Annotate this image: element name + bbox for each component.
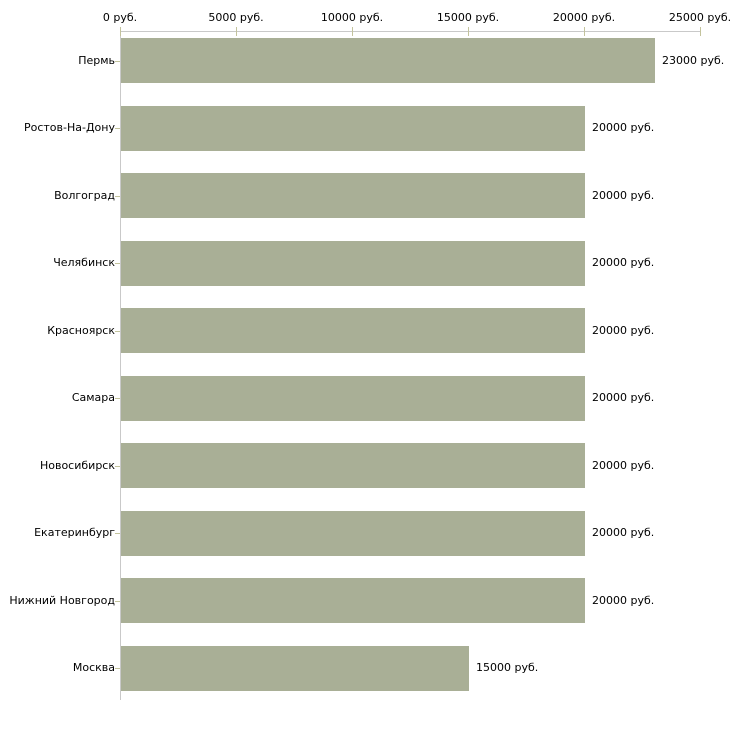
- x-axis-tick-label: 10000 руб.: [320, 11, 384, 24]
- value-label: 20000 руб.: [592, 256, 655, 269]
- category-tick: [115, 128, 120, 129]
- x-axis-tick-label: 20000 руб.: [552, 11, 616, 24]
- y-axis-line: [120, 31, 121, 700]
- x-axis-tick: [120, 27, 121, 36]
- bar: [121, 510, 585, 556]
- bar: [121, 105, 585, 151]
- value-label: 20000 руб.: [592, 458, 655, 472]
- bar: [121, 578, 585, 623]
- bar: [121, 308, 585, 353]
- value-label: 20000 руб.: [592, 121, 655, 134]
- x-axis-tick-label: 25000 руб.: [668, 11, 730, 24]
- category-tick: [115, 533, 120, 534]
- x-axis-tick: [352, 27, 353, 36]
- category-label: Нижний Новгород: [9, 593, 115, 607]
- category-label: Пермь: [78, 53, 115, 67]
- value-label: 20000 руб.: [592, 323, 655, 337]
- category-label: Москва: [72, 661, 115, 674]
- category-tick: [115, 263, 120, 264]
- value-label: 20000 руб.: [592, 593, 655, 607]
- category-label: Челябинск: [53, 256, 115, 269]
- value-label: 20000 руб.: [592, 526, 655, 539]
- category-tick: [115, 61, 120, 62]
- x-axis-tick: [584, 27, 585, 36]
- category-tick: [115, 331, 120, 332]
- category-label: Екатеринбург: [34, 526, 115, 539]
- x-axis-tick-label: 0 руб.: [102, 11, 138, 24]
- category-label: Красноярск: [47, 323, 115, 337]
- x-axis-tick: [468, 27, 469, 36]
- category-tick: [115, 466, 120, 467]
- category-tick: [115, 668, 120, 669]
- x-axis-tick-label: 5000 руб.: [208, 11, 264, 24]
- x-axis-line: [120, 31, 701, 32]
- x-axis-tick-label: 15000 руб.: [436, 11, 500, 24]
- category-tick: [115, 398, 120, 399]
- category-tick: [115, 196, 120, 197]
- bar: [121, 375, 585, 421]
- value-label: 15000 руб.: [476, 661, 539, 674]
- x-axis-tick: [700, 27, 701, 36]
- x-axis-tick: [236, 27, 237, 36]
- category-label: Ростов-На-Дону: [23, 121, 115, 134]
- category-label: Волгоград: [54, 188, 115, 202]
- category-label: Самара: [71, 391, 115, 404]
- category-label: Новосибирск: [39, 458, 115, 472]
- bar: [121, 240, 585, 286]
- value-label: 23000 руб.: [662, 53, 725, 67]
- bar: [121, 173, 585, 218]
- category-tick: [115, 601, 120, 602]
- bar: [121, 38, 655, 83]
- value-label: 20000 руб.: [592, 188, 655, 202]
- bar: [121, 645, 469, 691]
- value-label: 20000 руб.: [592, 391, 655, 404]
- bar: [121, 443, 585, 488]
